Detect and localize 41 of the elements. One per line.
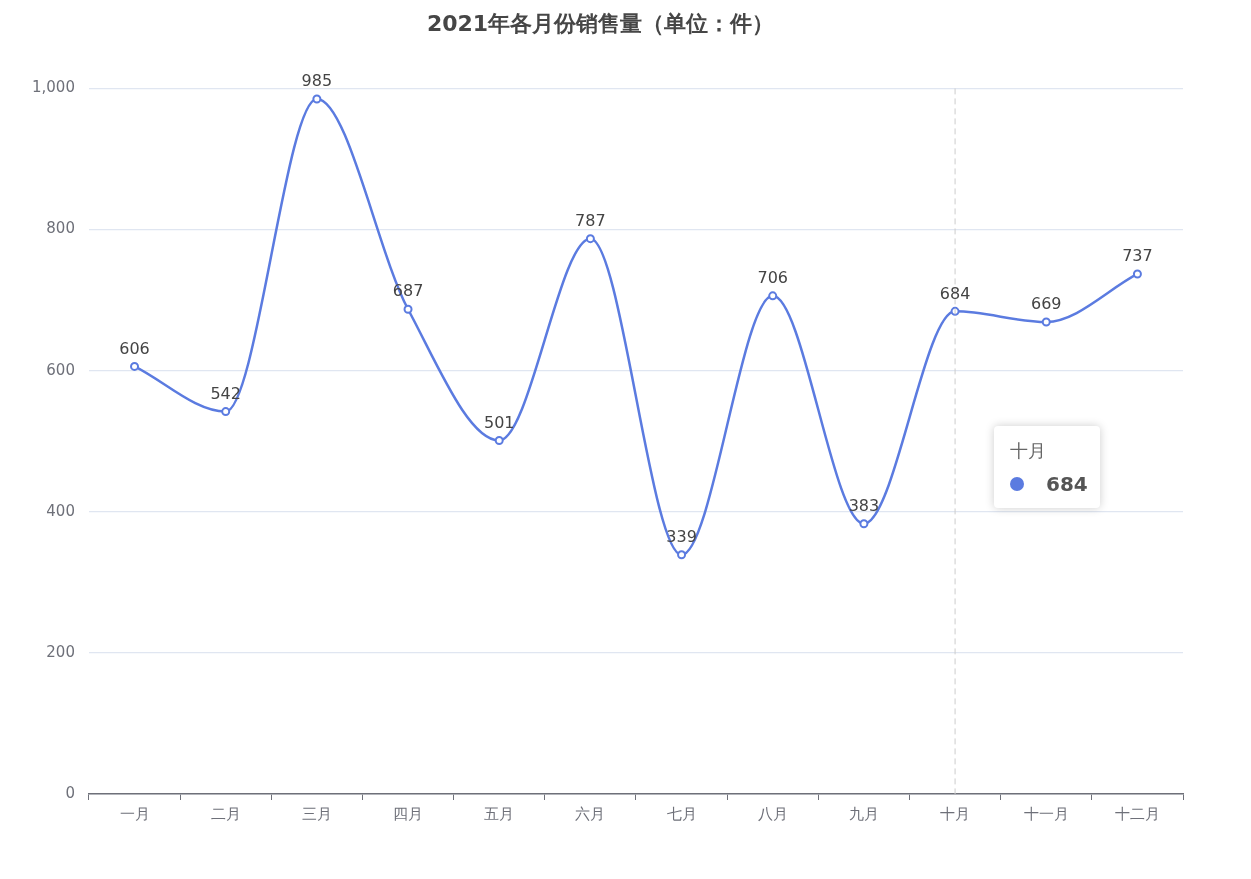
x-tick-label: 十一月 [1023, 804, 1069, 823]
y-tick-label: 200 [46, 642, 75, 661]
x-tick-label: 六月 [575, 804, 606, 823]
data-label: 383 [848, 495, 880, 515]
x-tick-label: 三月 [301, 804, 332, 823]
y-tick-label: 0 [65, 783, 75, 802]
point [1041, 317, 1051, 327]
x-tick-label: 十二月 [1114, 804, 1160, 823]
x-tick-label: 八月 [757, 804, 788, 823]
data-label: 787 [575, 210, 606, 230]
chart-title: 2021年各月份销售量（单位：件） [426, 10, 775, 36]
data-label: 684 [939, 283, 971, 303]
annotation: 十月 [1010, 439, 1047, 463]
x-tick-label: 七月 [666, 804, 697, 823]
annotation: 684 [1046, 472, 1088, 496]
data-label: 706 [757, 268, 788, 287]
x-tick-label: 四月 [393, 804, 424, 823]
x-tick-label: 五月 [484, 804, 515, 823]
point [1132, 269, 1142, 279]
point [403, 304, 413, 314]
y-tick-label: 1,000 [31, 78, 75, 97]
x-tick-label: 十月 [940, 804, 971, 823]
data-label: 985 [301, 71, 333, 91]
point [768, 291, 778, 301]
point [585, 234, 595, 244]
point [130, 361, 140, 371]
data-label: 606 [119, 338, 150, 358]
point [312, 94, 322, 104]
point [221, 407, 231, 417]
data-label: 501 [483, 412, 515, 432]
y-tick-label: 600 [46, 360, 75, 379]
point [494, 435, 504, 445]
data-label: 669 [1030, 294, 1062, 314]
y-tick-label: 800 [46, 219, 75, 238]
y-tick-label: 400 [46, 501, 75, 520]
point [859, 519, 869, 529]
x-tick-label: 一月 [119, 804, 150, 823]
x-tick-label: 二月 [210, 804, 241, 823]
data-label: 737 [1122, 246, 1153, 266]
point [677, 550, 687, 560]
x-tick-label: 九月 [848, 804, 879, 823]
